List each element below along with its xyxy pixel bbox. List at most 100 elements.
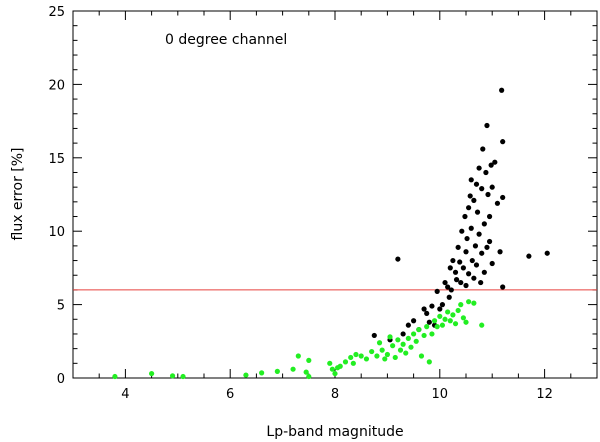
data-point-green xyxy=(353,351,359,358)
data-point-black xyxy=(395,256,401,262)
data-point-green xyxy=(405,335,411,341)
data-point-green xyxy=(400,341,406,347)
data-point-black xyxy=(481,269,487,275)
data-point-green xyxy=(392,354,398,361)
data-point-black xyxy=(485,191,491,198)
data-point-black xyxy=(479,186,485,192)
data-point-green xyxy=(374,353,380,359)
data-point-black xyxy=(463,282,469,289)
data-point-black xyxy=(445,284,451,290)
data-point-green xyxy=(411,331,417,337)
data-point-black xyxy=(421,306,427,312)
data-point-black xyxy=(439,302,446,308)
data-point-green xyxy=(437,313,443,319)
data-point-green xyxy=(395,337,401,343)
data-point-green xyxy=(466,299,472,305)
data-point-black xyxy=(411,318,417,324)
data-point-black xyxy=(473,181,480,187)
data-point-black xyxy=(500,284,506,290)
y-tick-label: 20 xyxy=(48,78,65,93)
data-point-black xyxy=(474,209,481,215)
data-point-green xyxy=(112,373,118,380)
data-point-black xyxy=(371,332,377,339)
data-point-black xyxy=(455,244,461,250)
data-point-black xyxy=(484,122,490,129)
data-point-green xyxy=(384,351,390,358)
data-point-green xyxy=(259,370,265,376)
data-point-black xyxy=(476,165,482,171)
data-point-green xyxy=(149,370,155,377)
y-tick-label: 0 xyxy=(57,372,65,387)
data-point-green xyxy=(442,316,448,322)
data-point-black xyxy=(457,259,463,265)
data-point-green xyxy=(382,356,388,362)
data-point-black xyxy=(489,184,495,190)
data-point-green xyxy=(416,326,422,333)
data-point-green xyxy=(243,372,249,378)
data-point-green xyxy=(358,353,364,359)
data-point-green xyxy=(290,366,296,372)
data-point-green xyxy=(369,348,375,355)
channel-annotation: 0 degree channel xyxy=(165,32,287,48)
data-point-green xyxy=(180,373,186,380)
data-point-green xyxy=(303,369,309,375)
data-point-black xyxy=(479,250,485,256)
data-point-green xyxy=(418,353,425,359)
data-point-green xyxy=(479,322,485,328)
data-point-black xyxy=(466,205,472,211)
data-point-black xyxy=(437,306,443,312)
data-point-black xyxy=(450,257,456,264)
data-point-green xyxy=(424,324,430,330)
x-tick-label: 8 xyxy=(331,387,339,402)
data-point-black xyxy=(488,162,494,168)
data-point-black xyxy=(478,279,484,286)
data-point-green xyxy=(431,318,438,324)
y-axis-label: flux error [%] xyxy=(10,148,26,241)
data-point-green xyxy=(342,359,349,365)
data-point-green xyxy=(426,359,432,365)
data-point-green xyxy=(447,318,453,324)
data-point-green xyxy=(413,338,419,344)
data-point-green xyxy=(434,324,440,330)
data-point-green xyxy=(295,353,301,359)
data-point-black xyxy=(480,146,486,152)
x-tick-label: 6 xyxy=(226,387,234,402)
data-point-black xyxy=(442,279,448,286)
data-point-green xyxy=(169,373,176,379)
data-point-green xyxy=(348,354,354,361)
data-point-green xyxy=(327,360,333,366)
data-point-black xyxy=(472,243,479,249)
data-point-black xyxy=(463,249,469,255)
data-point-black xyxy=(476,231,482,237)
data-point-green xyxy=(445,309,451,315)
data-point-black xyxy=(481,221,487,227)
data-point-black xyxy=(448,287,454,293)
data-point-green xyxy=(337,363,343,369)
data-point-green xyxy=(463,319,469,325)
data-point-green xyxy=(403,350,409,356)
data-point-black xyxy=(497,249,503,255)
data-point-black xyxy=(426,319,432,325)
data-point-green xyxy=(390,343,396,349)
data-point-green xyxy=(439,322,446,328)
data-point-black xyxy=(468,177,474,183)
data-point-green xyxy=(376,340,383,346)
data-point-black xyxy=(434,288,440,294)
data-point-black xyxy=(494,200,501,206)
data-point-black xyxy=(405,322,411,328)
data-point-black xyxy=(462,213,468,220)
y-tick-label: 10 xyxy=(48,225,65,240)
data-point-black xyxy=(484,244,490,250)
data-point-black xyxy=(458,279,464,286)
data-point-green xyxy=(429,331,435,337)
data-point-black xyxy=(424,310,430,317)
data-point-green xyxy=(458,302,464,308)
y-tick-label: 25 xyxy=(48,5,65,20)
axis-ticks: 4 6 8 10 12 0 5 10 15 20 25 xyxy=(48,5,598,402)
y-tick-label: 5 xyxy=(57,299,65,314)
data-point-green xyxy=(350,360,356,366)
data-point-black xyxy=(400,331,406,337)
data-point-black xyxy=(526,253,532,259)
data-point-black xyxy=(460,265,466,271)
